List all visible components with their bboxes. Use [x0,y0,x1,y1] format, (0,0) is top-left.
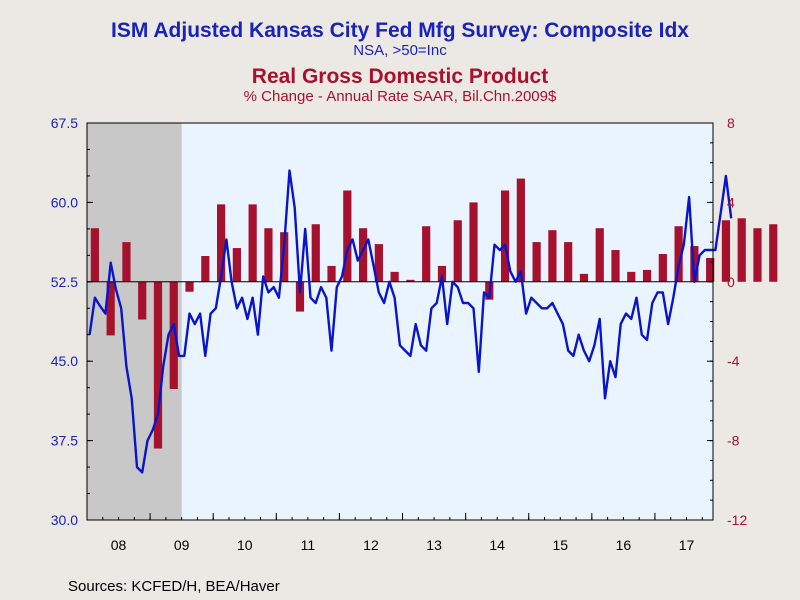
gdp-bar [327,265,336,282]
x-axis-label: 16 [616,537,632,553]
gdp-bar [579,273,589,282]
chart-title: ISM Adjusted Kansas City Fed Mfg Survey:… [111,19,689,42]
gdp-bar [737,218,746,282]
x-axis-label: 09 [174,537,190,553]
gdp-bar [532,242,541,282]
x-axis-label: 10 [237,537,253,553]
chart-title-subtitle: NSA, >50=Inc [353,42,447,59]
gdp-bar [500,190,510,282]
gdp-bar [295,281,305,312]
gdp-bar [595,228,604,282]
gdp-bar [311,224,320,282]
gdp-bar [769,224,778,282]
gdp-bar [611,250,620,282]
left-axis-label: 30.0 [51,512,78,528]
gdp-bar [90,228,99,282]
right-axis-label: 8 [727,115,735,131]
gdp-bar [453,220,462,282]
x-axis-label: 17 [679,537,695,553]
right-axis-label: 0 [727,274,735,290]
gdp-bar [437,265,447,282]
gdp-bar [185,281,194,292]
gdp-bar [343,190,352,282]
gdp-bar [169,281,178,389]
gdp-bar [106,281,115,336]
x-axis-label: 14 [489,537,505,553]
gdp-bar [406,279,415,282]
gdp-bar [548,230,557,282]
right-axis-label: -12 [727,512,747,528]
gdp-bar [232,248,241,282]
gdp-bar [564,242,573,282]
gdp-bar [280,232,289,282]
x-axis-label: 11 [301,537,316,553]
gdp-bar [706,257,715,282]
gdp-bar [422,226,431,282]
gdp-bar [264,228,273,282]
x-axis-label: 15 [552,537,568,553]
gdp-bar [627,271,636,282]
gdp-bar [753,228,762,282]
x-axis-label: 13 [426,537,442,553]
gdp-bar [358,228,368,282]
gdp-bar [721,220,731,282]
left-axis: 30.0 37.5 45.0 52.5 60.0 67.5 [51,115,93,528]
x-axis-label: 08 [111,537,127,553]
left-axis-label: 45.0 [51,353,78,369]
gdp-bar [248,204,257,282]
gdp-bar [138,281,147,320]
chart-title-secondary: Real Gross Domestic Product [251,65,549,88]
right-axis-label: 4 [727,194,735,210]
source-note: Sources: KCFED/H, BEA/Haver [68,578,280,595]
chart-secondary-subtitle: % Change - Annual Rate SAAR, Bil.Chn.200… [243,88,557,105]
gdp-bar [642,269,652,282]
gdp-bar [153,281,163,449]
gdp-bar [390,271,399,282]
gdp-bars [90,178,778,449]
gdp-bar [469,202,478,282]
right-axis-label: -4 [727,353,740,369]
kc-fed-composite-line [88,169,733,474]
right-axis-label: -8 [727,433,740,449]
left-axis-label: 67.5 [51,115,78,131]
gdp-bar [374,244,383,282]
gdp-bar [216,204,226,282]
x-axis-label: 12 [363,537,379,553]
left-axis-label: 37.5 [51,433,78,449]
gdp-bar [674,226,683,282]
left-axis-label: 52.5 [51,274,78,290]
gdp-bar [122,242,131,282]
left-axis-label: 60.0 [51,194,78,210]
x-axis: 08 09 10 11 12 13 14 15 16 17 [86,513,703,553]
gdp-bar [201,255,210,282]
right-axis: -12 -8 -4 0 4 8 [707,115,747,528]
gdp-bar [516,178,525,282]
gdp-bar [658,254,667,282]
recession-shading [87,123,182,520]
plot-area [87,123,713,520]
